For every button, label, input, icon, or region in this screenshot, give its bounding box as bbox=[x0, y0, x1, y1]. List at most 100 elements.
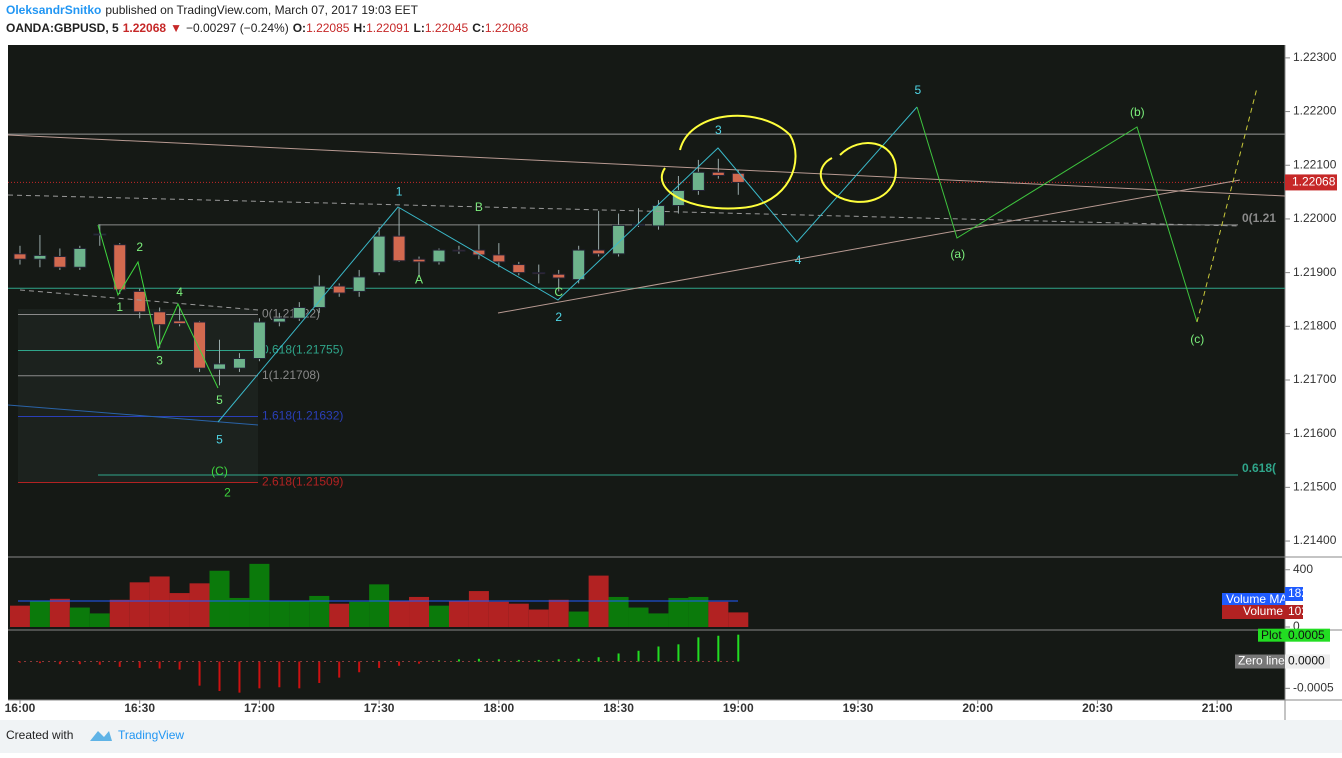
bar bbox=[69, 607, 90, 627]
bar bbox=[697, 637, 700, 662]
trendline bbox=[497, 179, 1241, 314]
wave-label: 2 bbox=[224, 485, 231, 499]
candle-body bbox=[492, 254, 506, 263]
y-tick-label: 1.22200 bbox=[1293, 104, 1337, 118]
bar bbox=[728, 612, 749, 627]
legend-name: Zero line bbox=[1238, 654, 1285, 668]
candle-body bbox=[113, 244, 127, 291]
fib-label: 0.618(1.21755) bbox=[262, 343, 343, 357]
wave-label: 4 bbox=[795, 253, 802, 267]
x-tick-label: 18:00 bbox=[483, 701, 514, 715]
candle-body bbox=[651, 205, 665, 227]
wave-label: 2 bbox=[555, 310, 562, 324]
wave-label: (c) bbox=[1190, 332, 1204, 346]
y-tick-label: 1.21700 bbox=[1293, 372, 1337, 386]
ohlc-label: C: bbox=[472, 21, 485, 35]
wave-label: 3 bbox=[715, 123, 722, 137]
candle-body bbox=[592, 249, 606, 255]
ohlc-label: L: bbox=[414, 21, 425, 35]
wave-projection bbox=[1196, 87, 1258, 323]
y-tick-label: 1.21900 bbox=[1293, 265, 1337, 279]
candle-body bbox=[53, 256, 67, 268]
y-tick-label: -0.0005 bbox=[1293, 681, 1334, 695]
bar bbox=[597, 657, 600, 662]
bar bbox=[409, 596, 430, 627]
bar bbox=[229, 597, 250, 627]
trendline bbox=[19, 289, 259, 311]
candle-body bbox=[512, 264, 526, 274]
bar bbox=[158, 661, 161, 669]
candle-body bbox=[352, 276, 366, 292]
bar bbox=[9, 605, 30, 627]
bar bbox=[209, 570, 230, 627]
author[interactable]: OleksandrSnitko bbox=[6, 3, 101, 17]
candle-body bbox=[572, 249, 586, 281]
last-price-label: 1.22068 bbox=[1292, 175, 1336, 189]
candle-body bbox=[252, 321, 266, 360]
candle-body bbox=[73, 247, 87, 268]
legend-name: Volume bbox=[1243, 604, 1283, 618]
bar bbox=[468, 591, 489, 627]
bar bbox=[688, 596, 709, 627]
candle-body bbox=[472, 249, 486, 256]
ohlc-value: 1.22085 bbox=[306, 21, 350, 35]
published: published on TradingView.com, March 07, … bbox=[105, 3, 418, 17]
wave-label: 5 bbox=[915, 83, 922, 97]
wave-label: 1 bbox=[396, 184, 403, 198]
candle-body bbox=[632, 223, 646, 226]
bar bbox=[218, 661, 221, 692]
legend-name: Plot bbox=[1261, 628, 1282, 642]
x-tick-label: 19:30 bbox=[843, 701, 874, 715]
bar bbox=[198, 661, 201, 686]
bar bbox=[278, 661, 281, 688]
bar bbox=[537, 659, 540, 662]
last: 1.22068 bbox=[123, 21, 167, 35]
bar bbox=[269, 600, 290, 627]
x-tick-label: 16:30 bbox=[124, 701, 155, 715]
y-tick-label: 1.21500 bbox=[1293, 480, 1337, 494]
candle-body bbox=[312, 285, 326, 309]
candle-body bbox=[552, 273, 566, 279]
footer-text: Created with bbox=[6, 728, 73, 742]
y-tick-label: 1.21800 bbox=[1293, 318, 1337, 332]
bar bbox=[668, 597, 689, 627]
bar bbox=[708, 601, 729, 627]
x-tick-label: 20:00 bbox=[962, 701, 993, 715]
bar bbox=[78, 661, 81, 665]
wave-label: 1 bbox=[116, 300, 123, 314]
bar bbox=[528, 609, 549, 627]
legend-value: 182 bbox=[1288, 586, 1308, 600]
wave-label: (b) bbox=[1130, 105, 1145, 119]
wave-label: 5 bbox=[216, 393, 223, 407]
bar bbox=[38, 661, 41, 664]
bar bbox=[717, 635, 720, 662]
bar bbox=[289, 600, 310, 627]
fib-label: 0(1.21822) bbox=[262, 307, 320, 321]
candle-body bbox=[153, 311, 167, 326]
wave-projection bbox=[916, 106, 1198, 323]
legend-box bbox=[1235, 654, 1285, 669]
legend-box bbox=[1222, 593, 1285, 607]
bar bbox=[249, 563, 270, 627]
symbol-line: OANDA:GBPUSD, 5 1.22068 ▼ −0.00297 (−0.24%)… bbox=[6, 21, 529, 35]
candle-body bbox=[133, 290, 147, 313]
arrow: ▼ bbox=[170, 21, 182, 35]
bar bbox=[109, 599, 130, 627]
bar bbox=[648, 613, 669, 627]
wave-label: (a) bbox=[950, 247, 965, 261]
candle-body bbox=[432, 249, 446, 263]
header-line: OleksandrSnitko published on TradingView.… bbox=[6, 3, 419, 17]
footer-brand[interactable]: TradingView bbox=[118, 728, 184, 742]
x-tick-label: 21:00 bbox=[1202, 701, 1233, 715]
legend-value: 0.0000 bbox=[1288, 654, 1325, 668]
bar bbox=[568, 611, 589, 627]
candle-body bbox=[213, 363, 227, 370]
bar bbox=[349, 601, 370, 627]
wave-label: 5 bbox=[216, 432, 223, 446]
bar bbox=[477, 658, 480, 662]
last-price-tag bbox=[1285, 174, 1337, 191]
candle-body bbox=[232, 358, 246, 369]
bar bbox=[49, 598, 70, 627]
candle-body bbox=[452, 249, 466, 252]
ohlc-value: 1.22068 bbox=[485, 21, 529, 35]
